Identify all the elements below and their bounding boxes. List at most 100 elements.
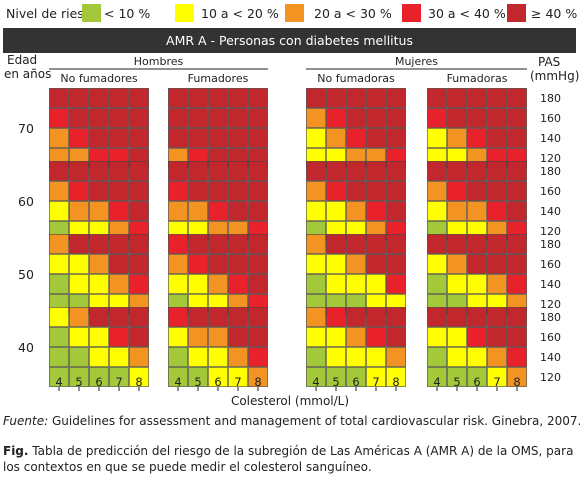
risk-cell	[49, 201, 69, 221]
figure-caption: Fig. Tabla de predicción del riesgo de l…	[3, 444, 578, 475]
risk-cell	[326, 201, 346, 221]
risk-cell	[326, 367, 346, 387]
legend-label-4: 30 a < 40 %	[428, 6, 506, 21]
risk-cell	[366, 254, 386, 274]
cholesterol-tick-label: 5	[453, 375, 460, 389]
sbp-tick-label: 140	[540, 278, 561, 291]
risk-cell	[188, 128, 208, 148]
sbp-tick-label: 140	[540, 351, 561, 364]
sbp-axis-label: PAS	[538, 55, 560, 69]
risk-cell	[129, 108, 149, 128]
cholesterol-tick-label: 8	[135, 375, 142, 389]
sbp-tick-label: 140	[540, 132, 561, 145]
risk-cell	[188, 181, 208, 201]
risk-cell	[447, 88, 467, 108]
risk-cell	[467, 234, 487, 254]
risk-cell	[366, 327, 386, 347]
risk-cell	[467, 108, 487, 128]
risk-cell	[346, 88, 366, 108]
sbp-tick-label: 180	[540, 238, 561, 251]
risk-cell	[129, 307, 149, 327]
risk-cell	[49, 88, 69, 108]
risk-cell	[168, 181, 188, 201]
risk-cell	[306, 327, 326, 347]
risk-cell	[69, 88, 89, 108]
risk-cell	[109, 88, 129, 108]
risk-cell	[208, 88, 228, 108]
risk-cell	[168, 274, 188, 294]
risk-cell	[447, 274, 467, 294]
risk-cell	[248, 108, 268, 128]
risk-cell	[109, 108, 129, 128]
risk-cell	[188, 274, 208, 294]
risk-cell	[487, 88, 507, 108]
risk-cell	[168, 307, 188, 327]
risk-cell	[248, 201, 268, 221]
risk-cell	[366, 367, 386, 387]
sbp-tick-label: 180	[540, 311, 561, 324]
risk-cell	[366, 181, 386, 201]
risk-cell	[228, 234, 248, 254]
risk-cell	[208, 347, 228, 367]
age-axis-label-2: en años	[4, 67, 51, 81]
age-label: 60	[18, 194, 34, 209]
risk-cell	[228, 307, 248, 327]
sbp-tick-label: 140	[540, 205, 561, 218]
risk-cell	[109, 181, 129, 201]
risk-cell	[129, 88, 149, 108]
sbp-tick-label: 120	[540, 298, 561, 311]
sbp-tick-label: 160	[540, 112, 561, 125]
risk-cell	[49, 108, 69, 128]
risk-cell	[346, 234, 366, 254]
smoking-header: Fumadores	[188, 72, 249, 85]
legend-label-5: ≥ 40 %	[531, 6, 578, 21]
risk-cell	[248, 88, 268, 108]
risk-cell	[168, 234, 188, 254]
risk-cell	[386, 327, 406, 347]
risk-cell	[467, 181, 487, 201]
risk-cell	[366, 108, 386, 128]
source-text: Guidelines for assessment and management…	[48, 414, 580, 428]
risk-cell	[447, 201, 467, 221]
risk-cell	[109, 307, 129, 327]
risk-cell	[49, 307, 69, 327]
risk-cell	[306, 274, 326, 294]
risk-cell	[427, 181, 447, 201]
risk-cell	[69, 307, 89, 327]
risk-cell	[89, 128, 109, 148]
risk-cell	[109, 274, 129, 294]
risk-cell	[49, 347, 69, 367]
risk-cell	[467, 274, 487, 294]
risk-cell	[386, 181, 406, 201]
risk-cell	[467, 128, 487, 148]
smoking-header: No fumadoras	[317, 72, 395, 85]
risk-cell	[228, 367, 248, 387]
risk-cell	[326, 108, 346, 128]
risk-legend: Nivel de riesgo < 10 % 10 a < 20 % 20 a …	[0, 0, 580, 26]
cholesterol-tick-label: 4	[55, 375, 62, 389]
risk-cell	[447, 307, 467, 327]
sbp-tick-label: 160	[540, 185, 561, 198]
risk-cell	[447, 181, 467, 201]
risk-cell	[326, 128, 346, 148]
risk-cell	[386, 88, 406, 108]
risk-cell	[507, 108, 527, 128]
source-note: Fuente: Guidelines for assessment and ma…	[3, 414, 580, 428]
risk-cell	[386, 128, 406, 148]
risk-cell	[326, 254, 346, 274]
risk-cell	[49, 128, 69, 148]
risk-cell	[346, 367, 366, 387]
risk-cell	[346, 347, 366, 367]
risk-cell	[109, 234, 129, 254]
risk-cell	[89, 367, 109, 387]
risk-cell	[346, 181, 366, 201]
risk-cell	[507, 327, 527, 347]
risk-cell	[306, 201, 326, 221]
risk-cell	[427, 88, 447, 108]
risk-cell	[467, 307, 487, 327]
risk-cell	[168, 161, 188, 181]
risk-cell	[228, 327, 248, 347]
risk-cell	[487, 274, 507, 294]
risk-cell	[228, 347, 248, 367]
